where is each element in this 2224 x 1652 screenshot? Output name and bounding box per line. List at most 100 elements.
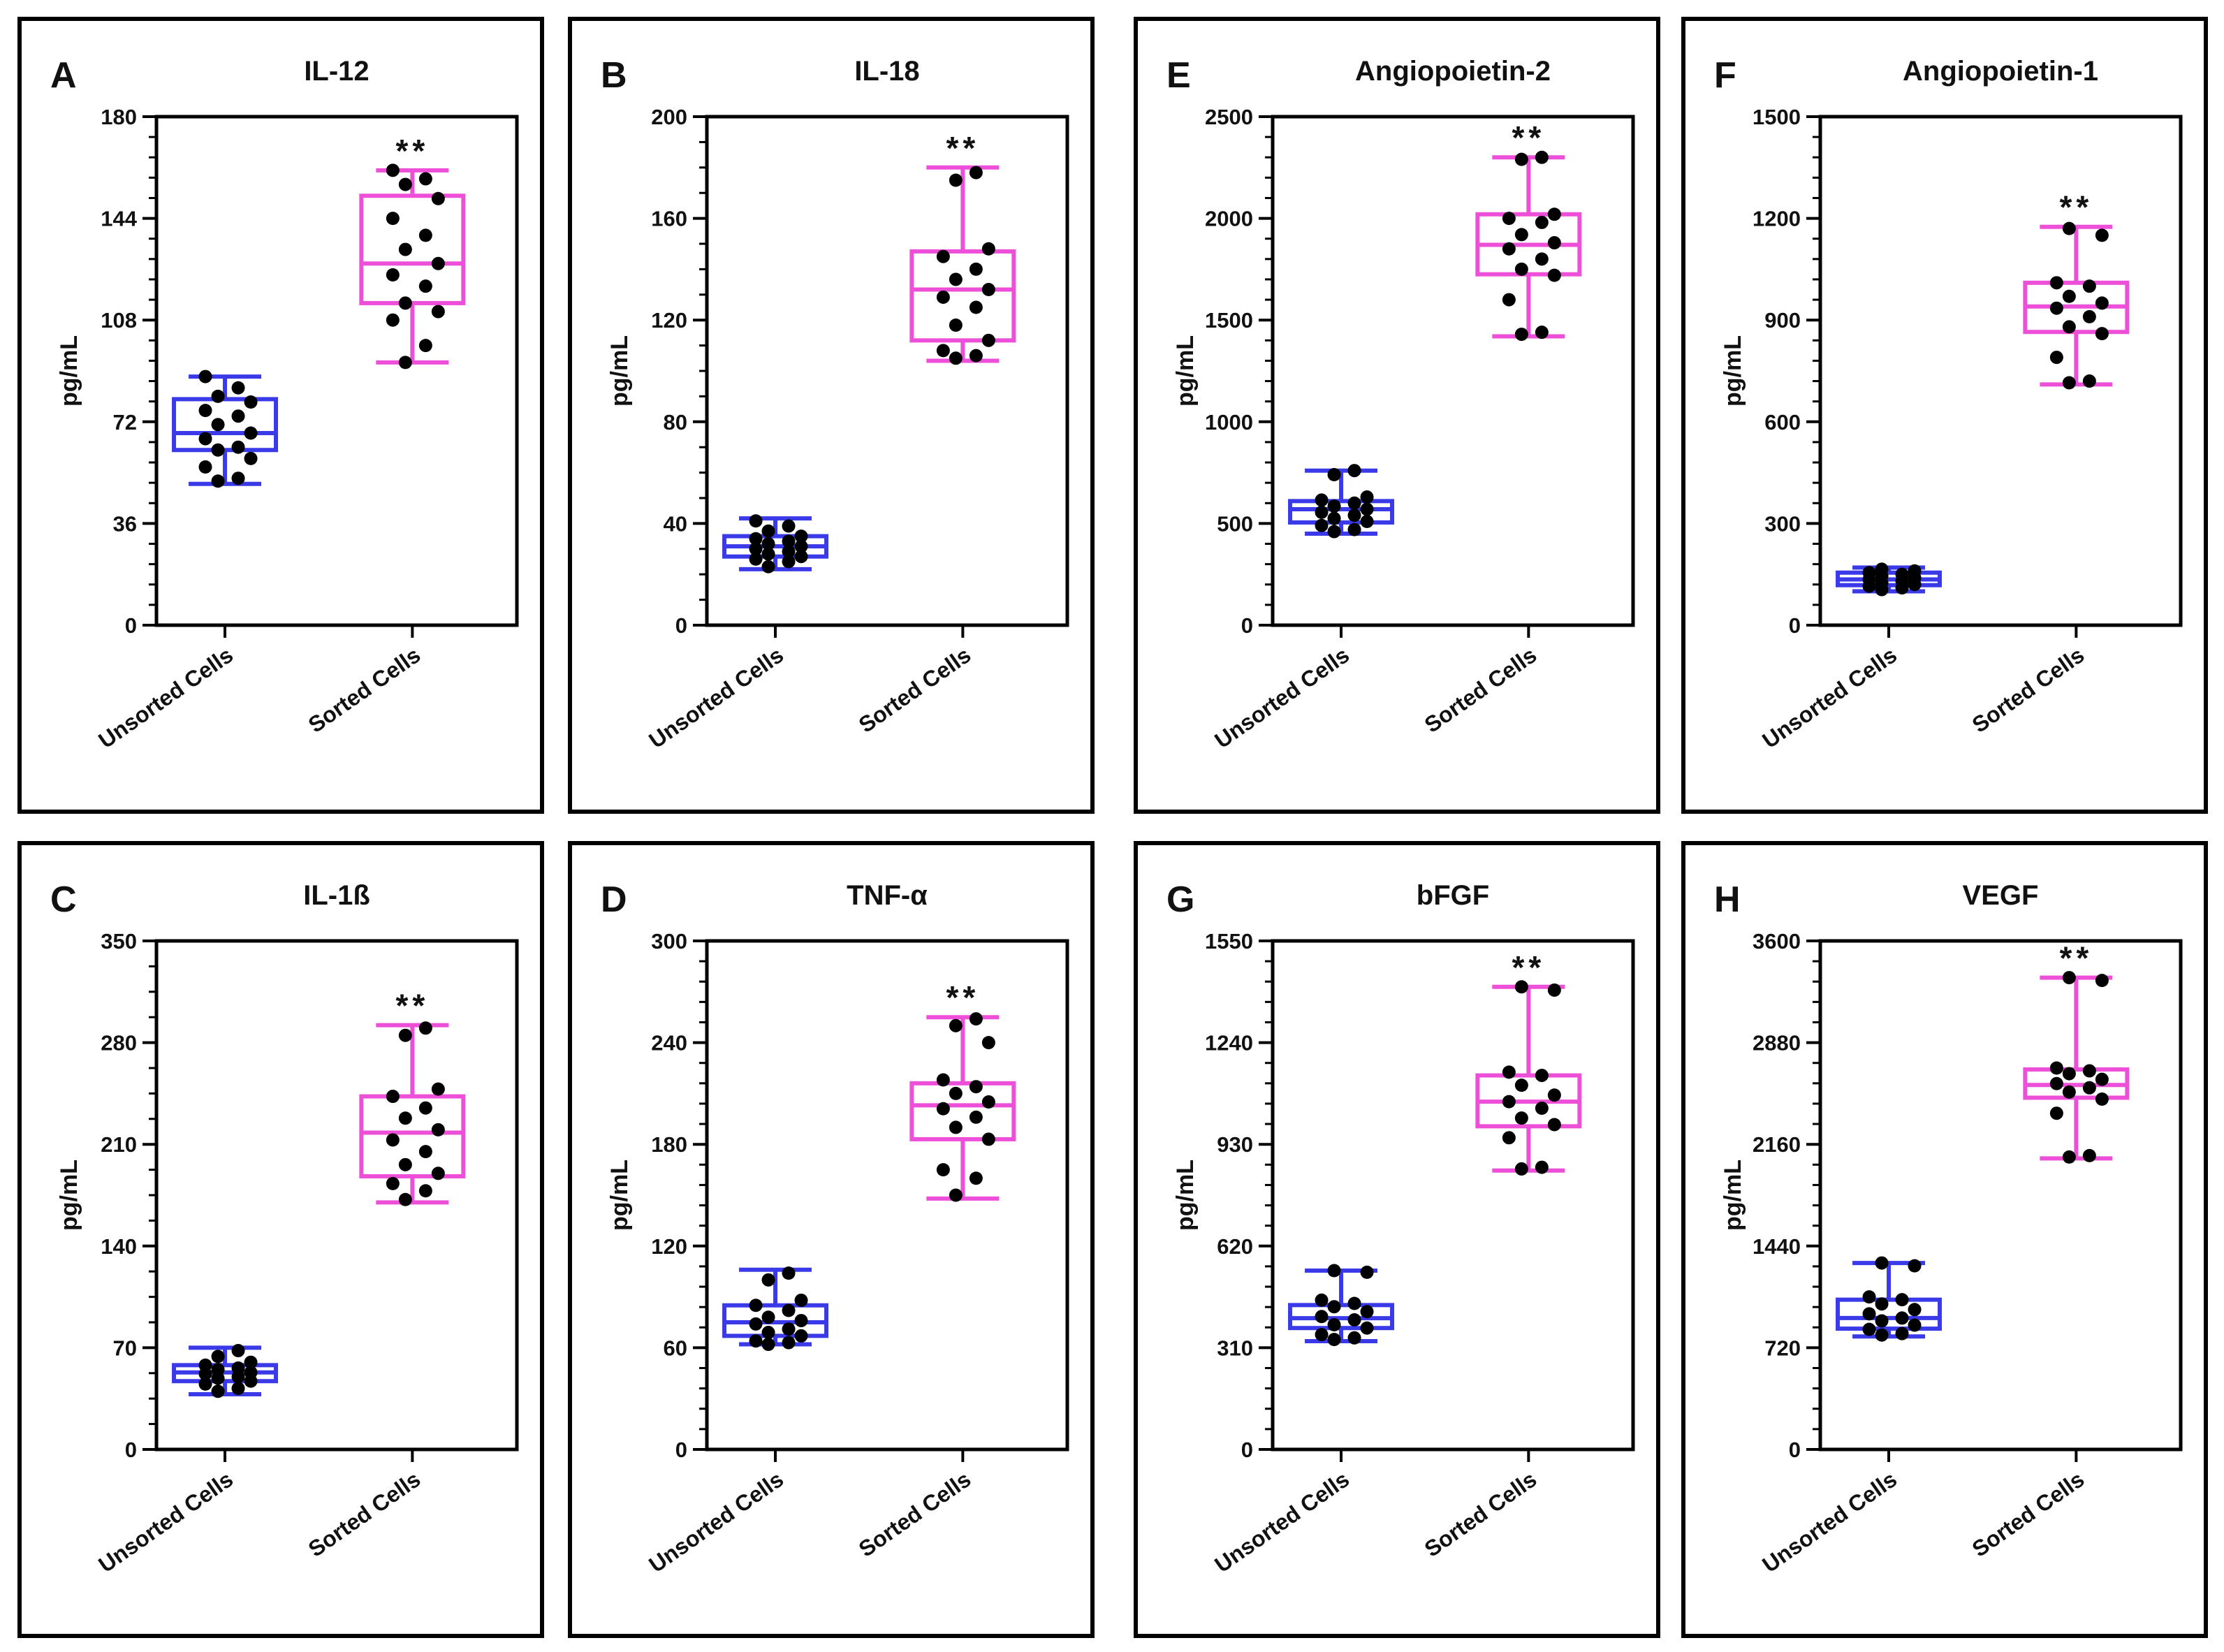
y-tick-label: 1440 bbox=[1753, 1234, 1801, 1259]
box-unsorted bbox=[172, 1344, 279, 1398]
data-point bbox=[782, 1266, 796, 1280]
data-point bbox=[1514, 328, 1528, 342]
data-point bbox=[1908, 564, 1922, 578]
data-point bbox=[244, 395, 258, 409]
y-tick-label: 120 bbox=[651, 308, 687, 332]
y-tick-label: 60 bbox=[664, 1336, 687, 1360]
data-point bbox=[2049, 276, 2063, 290]
data-point bbox=[981, 1036, 995, 1050]
y-axis-label: pg/mL bbox=[1172, 335, 1199, 407]
x-tick-label: Sorted Cells bbox=[304, 1466, 425, 1562]
data-point bbox=[1514, 1079, 1528, 1092]
y-tick-label: 500 bbox=[1217, 511, 1253, 536]
y-axis-label: pg/mL bbox=[56, 335, 82, 407]
data-point bbox=[398, 356, 412, 370]
data-point bbox=[1502, 1095, 1516, 1109]
data-point bbox=[1327, 511, 1341, 525]
panel-letter: F bbox=[1714, 55, 1736, 96]
data-point bbox=[2095, 327, 2109, 341]
data-point bbox=[431, 256, 445, 270]
chart-title: IL-12 bbox=[304, 56, 369, 87]
data-point bbox=[211, 389, 225, 403]
data-point bbox=[936, 1102, 950, 1116]
data-point bbox=[782, 1303, 796, 1317]
box-sorted bbox=[909, 165, 1016, 365]
data-point bbox=[1875, 562, 1889, 576]
data-point bbox=[1862, 566, 1876, 580]
y-tick-label: 210 bbox=[101, 1132, 137, 1157]
data-point bbox=[761, 537, 775, 551]
box-unsorted bbox=[1836, 1256, 1943, 1342]
data-point bbox=[761, 1273, 775, 1287]
y-tick-label: 350 bbox=[101, 929, 137, 953]
significance-marker: ** bbox=[1512, 949, 1545, 986]
data-point bbox=[398, 1192, 412, 1206]
box-unsorted bbox=[1288, 464, 1395, 539]
data-point bbox=[418, 1184, 432, 1198]
data-point bbox=[969, 1171, 983, 1185]
significance-marker: ** bbox=[2059, 189, 2093, 226]
plot-area bbox=[1818, 939, 2183, 1452]
data-point bbox=[2095, 1072, 2109, 1086]
data-point bbox=[794, 1293, 808, 1307]
data-point bbox=[981, 1132, 995, 1146]
data-point bbox=[1547, 207, 1561, 221]
data-point bbox=[386, 268, 400, 282]
panel-letter: E bbox=[1166, 55, 1191, 96]
data-point bbox=[936, 1163, 950, 1177]
data-point bbox=[936, 249, 950, 263]
data-point bbox=[981, 333, 995, 347]
y-tick-label: 900 bbox=[1764, 308, 1801, 332]
data-point bbox=[2062, 320, 2076, 334]
data-point bbox=[969, 166, 983, 180]
y-tick-label: 930 bbox=[1217, 1132, 1253, 1157]
panel-c: C IL-1ß 0 70 140 210 280 350 pg/mL Unsorted Cells… bbox=[17, 841, 544, 1638]
y-tick-label: 180 bbox=[651, 1132, 687, 1157]
data-point bbox=[1315, 1310, 1329, 1324]
panel-frame bbox=[1681, 841, 2208, 1638]
y-tick-label: 720 bbox=[1764, 1336, 1801, 1360]
data-point bbox=[244, 1366, 258, 1380]
data-point bbox=[1547, 268, 1561, 282]
panel-letter: D bbox=[601, 879, 627, 920]
data-point bbox=[2049, 1061, 2063, 1075]
data-point bbox=[211, 1350, 225, 1364]
data-point bbox=[794, 550, 808, 564]
data-point bbox=[1502, 1065, 1516, 1079]
data-point bbox=[1315, 1293, 1329, 1307]
data-point bbox=[398, 296, 412, 310]
y-tick-label: 1000 bbox=[1205, 410, 1253, 434]
panel-letter: C bbox=[50, 879, 77, 920]
y-axis-label: pg/mL bbox=[56, 1160, 82, 1231]
data-point bbox=[1502, 212, 1516, 226]
y-tick-label: 0 bbox=[1241, 1438, 1253, 1462]
data-point bbox=[1535, 1160, 1549, 1174]
data-point bbox=[1315, 493, 1329, 507]
data-point bbox=[1547, 983, 1561, 997]
data-point bbox=[431, 1082, 445, 1096]
y-tick-label: 70 bbox=[113, 1336, 137, 1360]
data-point bbox=[1895, 567, 1909, 581]
data-point bbox=[1347, 1331, 1361, 1345]
x-tick-label: Sorted Cells bbox=[1968, 1466, 2089, 1562]
data-point bbox=[211, 474, 225, 488]
y-tick-label: 2500 bbox=[1205, 105, 1253, 129]
panel-frame bbox=[568, 17, 1095, 814]
iqr-box bbox=[1288, 499, 1395, 525]
data-point bbox=[1360, 1265, 1374, 1279]
x-tick-label: Sorted Cells bbox=[1420, 642, 1542, 738]
iqr-box bbox=[909, 249, 1016, 343]
y-tick-label: 0 bbox=[1789, 1438, 1801, 1462]
data-point bbox=[418, 1021, 432, 1035]
data-point bbox=[2062, 376, 2076, 390]
data-point bbox=[1862, 1322, 1876, 1336]
data-point bbox=[398, 177, 412, 191]
y-tick-label: 3600 bbox=[1753, 929, 1801, 953]
data-point bbox=[949, 272, 963, 286]
data-point bbox=[418, 1145, 432, 1159]
data-point bbox=[418, 172, 432, 186]
iqr-box bbox=[359, 193, 466, 305]
box-sorted bbox=[2023, 221, 2130, 390]
y-tick-label: 1500 bbox=[1205, 308, 1253, 332]
